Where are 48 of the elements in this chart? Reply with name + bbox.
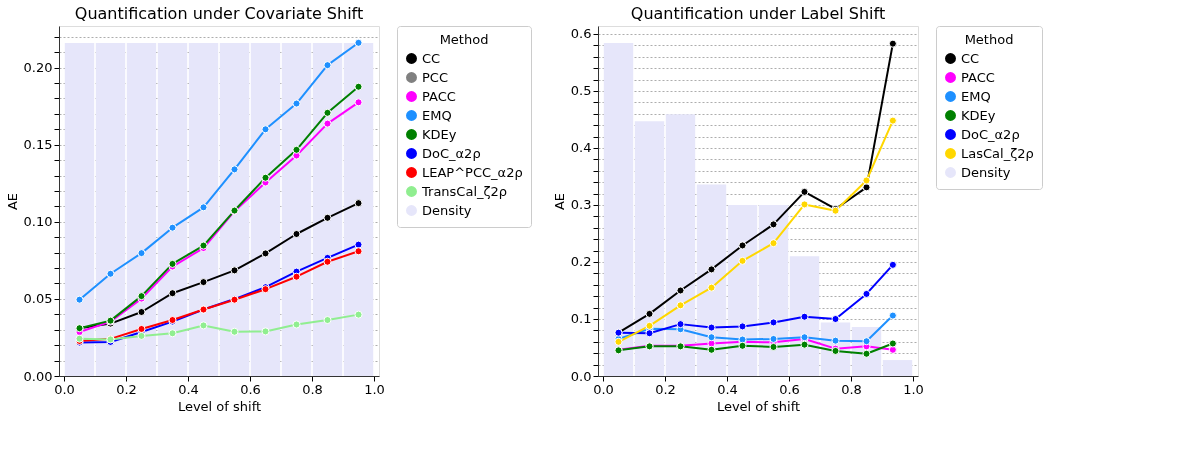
legend-label: KDEy [422, 126, 457, 142]
y-tick-label: 0.0 [570, 368, 592, 384]
y-axis-title: AE [4, 192, 20, 211]
legend-label: Density [422, 202, 472, 218]
x-axis-title: Level of shift [177, 398, 262, 414]
y-tick-label: 0.4 [570, 140, 592, 156]
chart-title: Quantification under Label Shift [630, 3, 886, 23]
legend-label: EMQ [961, 88, 991, 104]
y-axis-title: AE [551, 192, 567, 211]
legend-label: PACC [961, 69, 995, 85]
x-tick-label: 0.0 [54, 381, 75, 397]
y-tick-label: 0.5 [570, 83, 592, 99]
legend-label: KDEy [961, 107, 996, 123]
y-tick-label: 0.2 [570, 254, 592, 270]
chart-title: Quantification under Covariate Shift [74, 3, 364, 23]
x-axis-title: Level of shift [716, 398, 801, 414]
legend-label: PACC [422, 88, 456, 104]
x-tick-label: 0.2 [655, 381, 676, 397]
legend-label: CC [961, 50, 980, 66]
y-tick-label: 0.6 [570, 26, 592, 42]
legend-label: DoC_α2ρ [961, 126, 1020, 142]
x-tick-label: 1.0 [364, 381, 385, 397]
legend-label: LEAP^PCC_α2ρ [422, 164, 523, 180]
y-tick-label: 0.00 [23, 368, 53, 384]
x-tick-label: 0.6 [240, 381, 261, 397]
x-tick-label: 0.0 [593, 381, 614, 397]
y-tick-label: 0.10 [23, 214, 53, 230]
x-tick-label: 0.4 [717, 381, 738, 397]
legend-label: LasCal_ζ2ρ [961, 145, 1034, 161]
legend-title: Method [439, 32, 489, 47]
x-tick-label: 0.8 [841, 381, 862, 397]
y-tick-label: 0.15 [23, 137, 53, 153]
x-tick-label: 0.2 [116, 381, 137, 397]
legend-label: CC [422, 50, 441, 66]
legend-label: TransCal_ζ2ρ [421, 183, 508, 199]
legend-title: Method [964, 32, 1014, 47]
x-tick-label: 0.6 [779, 381, 800, 397]
legend-label: PCC [422, 69, 448, 85]
legend-label: DoC_α2ρ [422, 145, 481, 161]
x-tick-label: 0.8 [302, 381, 323, 397]
legend-label: Density [961, 164, 1011, 180]
x-tick-label: 1.0 [903, 381, 924, 397]
legend-label: EMQ [422, 107, 452, 123]
x-tick-label: 0.4 [178, 381, 199, 397]
y-tick-label: 0.20 [23, 60, 53, 76]
y-tick-label: 0.05 [23, 291, 53, 307]
y-tick-label: 0.1 [570, 311, 592, 327]
y-tick-label: 0.3 [570, 197, 592, 213]
